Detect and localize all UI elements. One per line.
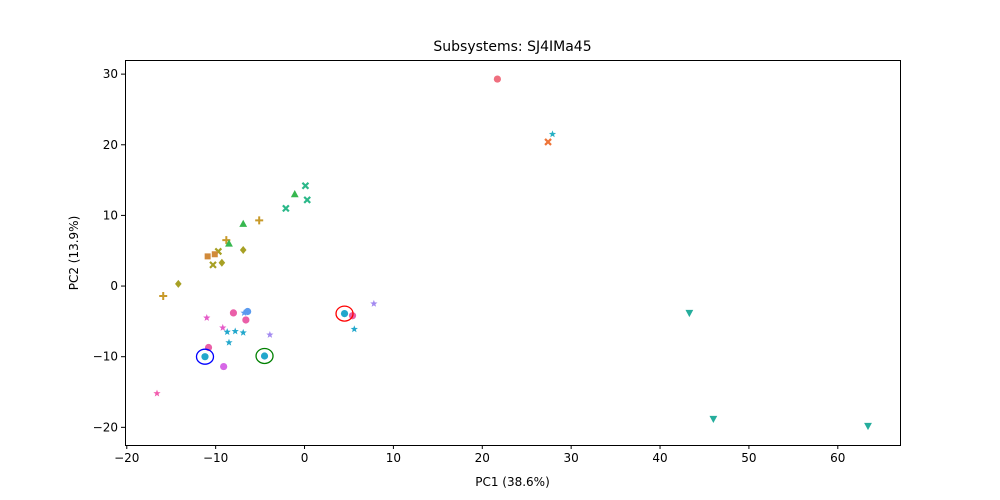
x-tick-label: 0 bbox=[301, 451, 309, 465]
data-point bbox=[203, 314, 211, 321]
highlight-rings bbox=[195, 305, 354, 365]
y-axis-label: PC2 (13.9%) bbox=[67, 216, 81, 291]
data-point bbox=[218, 258, 226, 267]
y-tick-label: −20 bbox=[93, 420, 118, 434]
data-point bbox=[301, 181, 310, 190]
data-point bbox=[290, 190, 299, 198]
data-point bbox=[709, 415, 718, 424]
data-point bbox=[260, 352, 269, 360]
x-tick-label: 20 bbox=[475, 451, 490, 465]
data-point bbox=[201, 353, 209, 361]
highlight-ring bbox=[255, 347, 274, 365]
x-tick-label: −10 bbox=[203, 451, 228, 465]
data-point bbox=[242, 316, 250, 324]
x-axis: −20 −10 0 10 20 30 40 50 60 bbox=[114, 445, 845, 465]
data-point bbox=[548, 130, 557, 138]
data-point bbox=[864, 422, 872, 431]
data-point bbox=[340, 310, 349, 318]
chart-title: Subsystems: SJ4IMa45 bbox=[433, 39, 591, 55]
data-point bbox=[225, 338, 233, 346]
x-tick-label: 50 bbox=[741, 451, 756, 465]
y-tick-label: −10 bbox=[93, 350, 118, 364]
y-tick-label: 20 bbox=[103, 138, 118, 152]
data-point bbox=[225, 239, 233, 247]
data-point bbox=[544, 138, 552, 146]
x-tick-label: 10 bbox=[386, 451, 401, 465]
data-point bbox=[211, 251, 218, 258]
data-point bbox=[204, 253, 211, 260]
y-axis: −20 −10 0 10 20 30 bbox=[93, 67, 125, 434]
data-point bbox=[282, 204, 290, 213]
data-point bbox=[255, 216, 264, 225]
data-point bbox=[244, 307, 252, 316]
data-point bbox=[303, 196, 311, 204]
x-tick-label: −20 bbox=[114, 451, 139, 465]
y-tick-label: 30 bbox=[103, 67, 118, 81]
highlight-ring bbox=[195, 348, 215, 365]
data-point bbox=[239, 246, 247, 255]
highlight-ring bbox=[335, 305, 354, 322]
x-tick-label: 40 bbox=[652, 451, 667, 465]
data-point bbox=[239, 328, 247, 336]
data-point bbox=[231, 327, 239, 335]
data-point bbox=[175, 279, 182, 288]
x-axis-label: PC1 (38.6%) bbox=[475, 475, 550, 489]
data-point bbox=[220, 362, 228, 371]
data-point bbox=[240, 309, 248, 316]
data-point bbox=[159, 291, 168, 300]
x-tick-label: 30 bbox=[564, 451, 579, 465]
data-point bbox=[223, 328, 231, 336]
data-point bbox=[209, 261, 217, 269]
y-tick-label: 0 bbox=[110, 279, 118, 293]
data-point bbox=[153, 389, 161, 397]
data-point bbox=[239, 219, 248, 227]
data-point bbox=[266, 331, 274, 338]
data-point bbox=[219, 323, 227, 331]
plot-area bbox=[153, 75, 872, 431]
data-point bbox=[350, 325, 358, 333]
data-point bbox=[685, 309, 694, 318]
data-point bbox=[229, 309, 238, 317]
data-point bbox=[370, 299, 378, 307]
y-tick-label: 10 bbox=[103, 208, 118, 222]
plot-frame bbox=[125, 60, 901, 446]
x-tick-label: 60 bbox=[830, 451, 845, 465]
data-point bbox=[493, 75, 501, 83]
